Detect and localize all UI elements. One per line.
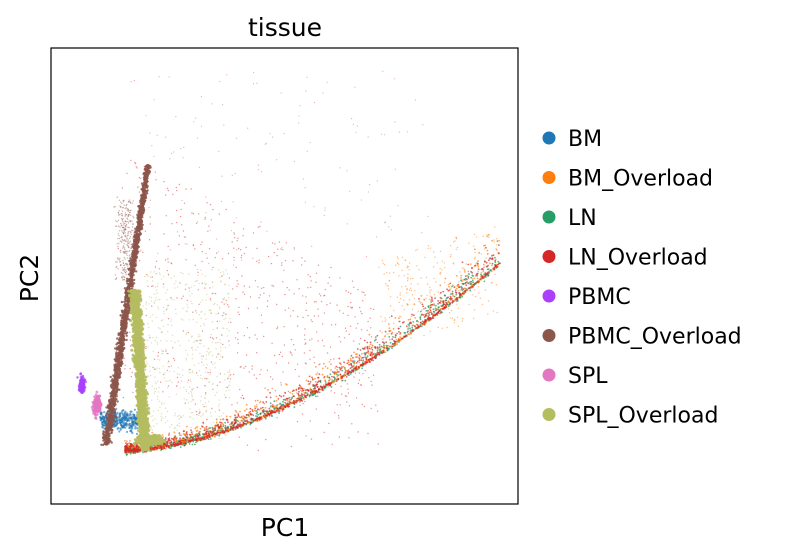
legend-item: BM_Overload bbox=[542, 167, 713, 192]
legend-marker bbox=[542, 368, 556, 382]
legend-item: SPL bbox=[542, 364, 608, 389]
y-axis-label: PC2 bbox=[15, 254, 44, 302]
x-axis-label: PC1 bbox=[261, 513, 309, 542]
points-spl bbox=[90, 390, 103, 420]
points-pbmc-overload bbox=[113, 199, 138, 281]
legend-label: PBMC bbox=[568, 285, 631, 310]
legend-label: BM bbox=[568, 127, 602, 152]
legend-item: PBMC bbox=[542, 285, 631, 310]
legend-item: LN_Overload bbox=[542, 246, 708, 271]
points-ln-overload bbox=[124, 244, 501, 454]
chart-title: tissue bbox=[248, 13, 322, 42]
legend-item: SPL_Overload bbox=[542, 404, 718, 429]
legend-marker bbox=[542, 408, 556, 421]
legend-label: LN_Overload bbox=[568, 246, 708, 271]
points-pbmc-overload bbox=[100, 164, 152, 447]
legend-marker bbox=[542, 171, 556, 184]
legend-marker bbox=[542, 210, 556, 224]
legend-marker bbox=[542, 289, 556, 303]
points-spl-overload bbox=[139, 269, 231, 441]
points-spl-overload bbox=[127, 288, 151, 452]
points-bm-overload bbox=[124, 233, 500, 454]
legend-label: SPL_Overload bbox=[568, 404, 718, 429]
legend-item: LN bbox=[542, 206, 597, 231]
points-ln-overload bbox=[130, 70, 418, 268]
legend-marker bbox=[542, 250, 556, 263]
legend-item: PBMC_Overload bbox=[542, 325, 742, 350]
legend-item: BM bbox=[542, 127, 602, 152]
legend-label: PBMC_Overload bbox=[568, 325, 742, 350]
legend-label: LN bbox=[568, 206, 597, 231]
points-spl-overload bbox=[133, 433, 167, 448]
legend-marker bbox=[542, 329, 556, 342]
points-layer bbox=[76, 70, 501, 456]
points-bm-overload bbox=[380, 226, 501, 346]
legend-label: SPL bbox=[568, 364, 608, 389]
legend-marker bbox=[542, 131, 556, 145]
legend: BM BM_Overload LN LN_Overload PBMC PBMC_Overl… bbox=[542, 127, 742, 429]
points-ln-overload bbox=[116, 159, 381, 452]
plot-frame bbox=[50, 47, 519, 505]
points-bm bbox=[99, 404, 141, 435]
legend-label: BM_Overload bbox=[568, 167, 713, 192]
points-pbmc-overload bbox=[140, 72, 429, 271]
points-pbmc bbox=[76, 372, 87, 395]
